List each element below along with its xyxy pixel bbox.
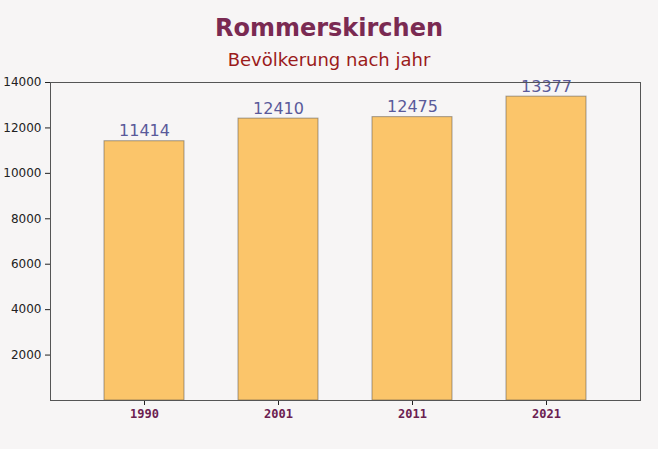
html-text:Rommerskirchen: Rommerskirchen [215, 14, 443, 42]
svg-text:4000: 4000 [11, 302, 42, 316]
svg-text:12000: 12000 [3, 121, 41, 135]
svg-text:12475: 12475 [387, 97, 438, 116]
svg-text:1990: 1990 [130, 407, 159, 421]
svg-text:8000: 8000 [11, 212, 42, 226]
svg-text:10000: 10000 [3, 166, 41, 180]
svg-text:2001: 2001 [264, 407, 293, 421]
svg-text:12410: 12410 [253, 99, 304, 118]
svg-text:2011: 2011 [398, 407, 427, 421]
svg-text:14000: 14000 [3, 75, 41, 89]
svg-text:13377: 13377 [521, 77, 572, 96]
svg-text:2000: 2000 [11, 348, 42, 362]
svg-text:2021: 2021 [532, 407, 561, 421]
svg-text:11414: 11414 [119, 121, 170, 140]
html-text:Bevölkerung nach jahr: Bevölkerung nach jahr [227, 49, 431, 70]
svg-text:6000: 6000 [11, 257, 42, 271]
